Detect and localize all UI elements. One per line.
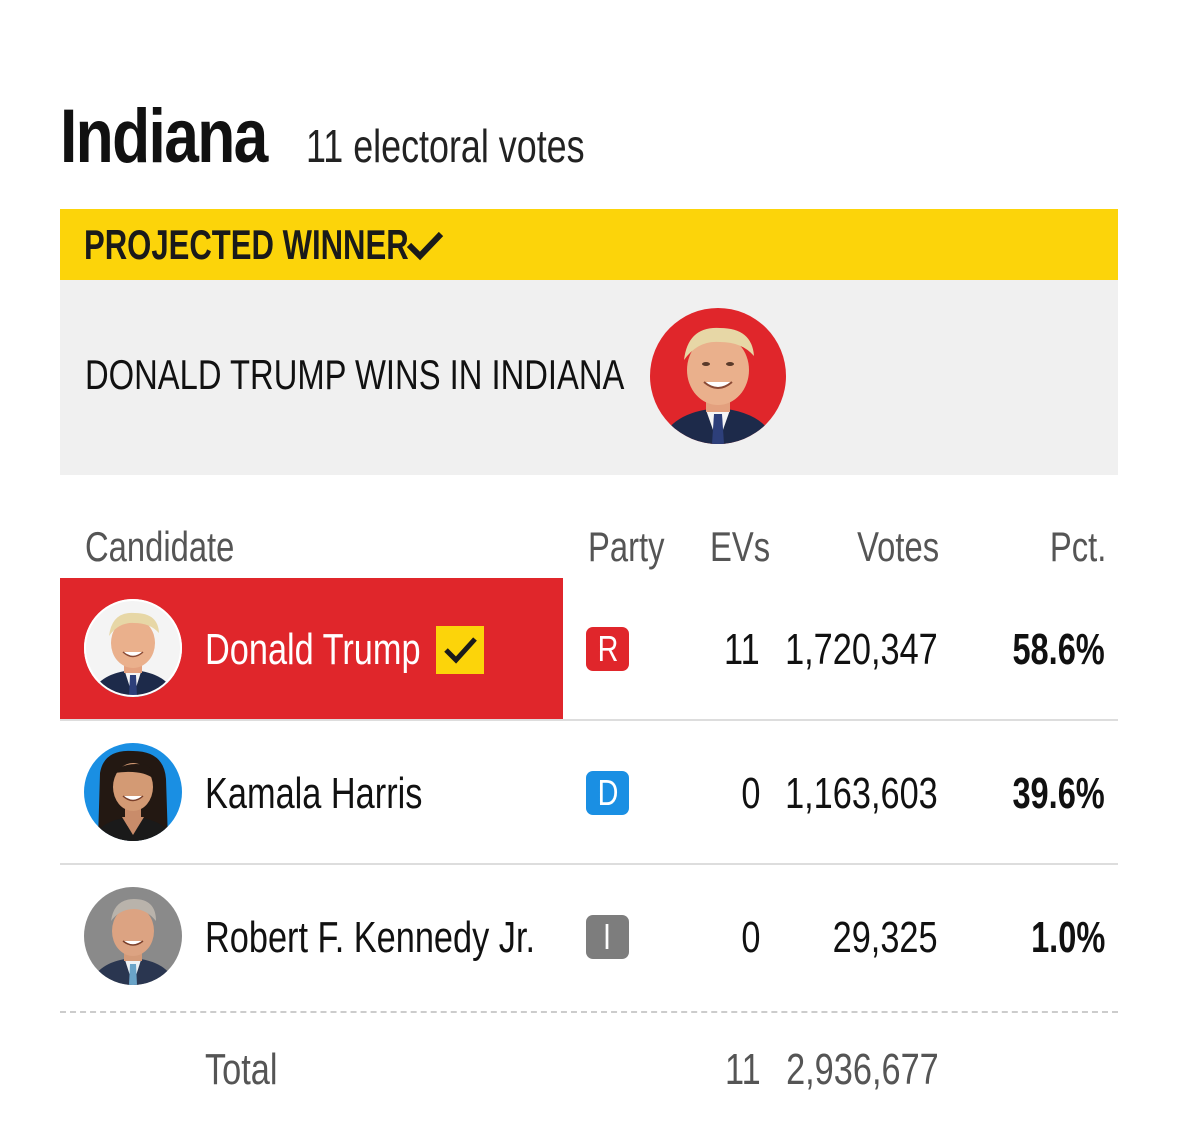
cell-pct: 39.6% [1012, 769, 1105, 818]
cell-evs: 0 [740, 913, 760, 962]
projected-winner-label: PROJECTED WINNER [84, 221, 409, 268]
table-row-trump[interactable]: Donald Trump R 11 1,720,347 58.6% [60, 578, 1118, 720]
winner-headline: DONALD TRUMP WINS IN INDIANA [85, 351, 625, 398]
cell-votes: 29,325 [833, 913, 938, 962]
winner-panel: DONALD TRUMP WINS IN INDIANA [60, 280, 1118, 475]
winner-check-badge [436, 626, 484, 674]
state-header: Indiana [60, 92, 312, 182]
cell-evs: 0 [740, 769, 760, 818]
state-name: Indiana [60, 94, 268, 179]
cell-evs: 11 [724, 625, 760, 674]
column-header-pct: Pct. [1049, 523, 1106, 570]
cell-votes: 1,163,603 [785, 769, 938, 818]
party-letter: D [597, 772, 618, 813]
checkmark-icon [444, 637, 477, 664]
total-evs: 11 [725, 1045, 761, 1094]
party-badge-republican: R [586, 627, 629, 671]
column-header-candidate: Candidate [85, 523, 235, 570]
candidate-photo-harris-icon [84, 743, 182, 841]
checkmark-icon [406, 231, 444, 261]
cell-votes: 1,720,347 [785, 625, 938, 674]
column-header-evs: EVs [710, 523, 771, 570]
party-letter: I [603, 916, 612, 957]
party-badge-independent: I [586, 915, 629, 959]
candidate-photo-trump-icon [650, 308, 786, 444]
row-divider [60, 863, 1118, 865]
candidate-name: Robert F. Kennedy Jr. [205, 913, 536, 962]
projected-winner-bar: PROJECTED WINNER [60, 209, 1118, 280]
party-letter: R [597, 628, 618, 669]
cell-pct: 58.6% [1012, 625, 1105, 674]
candidate-photo-kennedy-icon [84, 887, 182, 985]
cell-pct: 1.0% [1030, 913, 1105, 962]
total-divider [60, 1011, 1118, 1013]
table-row-kennedy[interactable]: Robert F. Kennedy Jr. I 0 29,325 1.0% [60, 866, 1118, 1008]
candidate-photo-trump-icon [84, 599, 182, 697]
total-votes: 2,936,677 [786, 1045, 939, 1094]
electoral-votes-count: 11 electoral votes [306, 120, 585, 172]
candidate-name: Kamala Harris [205, 769, 423, 818]
column-header-votes: Votes [857, 523, 939, 570]
candidate-name: Donald Trump [205, 625, 421, 674]
row-divider [60, 719, 1118, 721]
party-badge-democrat: D [586, 771, 629, 815]
column-header-party: Party [588, 523, 665, 570]
total-label: Total [205, 1045, 278, 1094]
table-row-harris[interactable]: Kamala Harris D 0 1,163,603 39.6% [60, 722, 1118, 864]
